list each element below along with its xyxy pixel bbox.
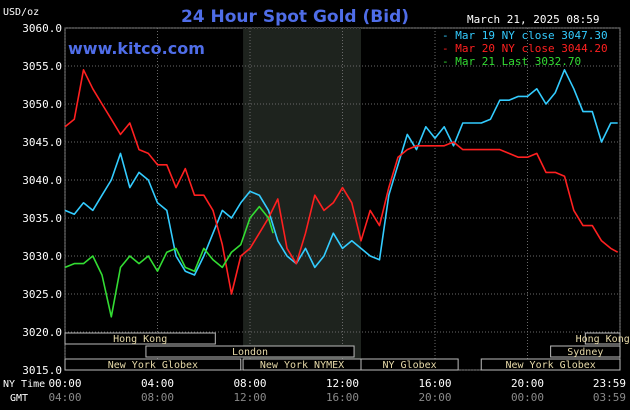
y-tick-label: 3015.0 [22,364,62,377]
x-tick-label-ny: 08:00 [233,377,266,390]
session-label: New York NYMEX [260,360,344,371]
y-tick-label: 3035.0 [22,212,62,225]
x-axis-ticks: 00:00 04:00 08:00 12:00 16:00 20:00 23:5904:00… [48,377,626,404]
y-tick-label: 3060.0 [22,22,62,35]
x-tick-label-ny: 04:00 [141,377,174,390]
session-label: Sydney [567,347,603,358]
y-axis-unit-label: USD/oz [3,7,39,18]
series-line-1 [64,69,618,276]
chart-timestamp: March 21, 2025 08:59 [467,13,599,26]
session-label: New York Globex [108,360,198,371]
nymex-session-band [243,28,361,370]
session-box [64,332,216,345]
y-tick-label: 3020.0 [22,326,62,339]
session-label: NY Globex [382,360,436,371]
session-box [550,345,621,358]
session-label: Hong Kong [113,334,167,345]
x-tick-label-ny: 00:00 [48,377,81,390]
y-tick-label: 3030.0 [22,250,62,263]
legend-entry: - Mar 21 Last 3032.70 [442,55,581,68]
y-axis-ticks: 3060.0 3055.0 3050.0 3045.0 3040.0 3035.0 3030… [22,22,62,377]
y-tick-label: 3025.0 [22,288,62,301]
x-axis-gmt-label: GMT [10,393,28,404]
session-box [360,358,459,371]
site-watermark: www.kitco.com [68,39,205,58]
x-tick-label-ny: 16:00 [418,377,451,390]
trading-sessions: Hong Kong Hong Kong London Sydney New York G… [64,332,630,371]
chart-title: 24 Hour Spot Gold (Bid) [181,7,409,27]
legend-entry: - Mar 20 NY close 3044.20 [442,42,608,55]
session-box [584,332,621,345]
x-tick-label-ny: 23:59 [593,377,626,390]
session-box [64,358,242,371]
session-label: New York Globex [505,360,595,371]
x-tick-label-gmt: 08:00 [141,391,174,404]
session-box [145,345,355,358]
x-tick-label-gmt: 00:00 [511,391,544,404]
series-lines [64,69,619,318]
x-tick-label-ny: 20:00 [511,377,544,390]
legend: - Mar 19 NY close 3047.30- Mar 20 NY clo… [442,29,608,68]
y-tick-label: 3055.0 [22,60,62,73]
session-label: Hong Kong [576,334,630,345]
x-axis-ny-label: NY Time [3,379,45,390]
x-tick-label-ny: 12:00 [326,377,359,390]
y-tick-label: 3045.0 [22,136,62,149]
y-tick-label: 3040.0 [22,174,62,187]
series-line-3 [64,205,274,318]
legend-entry: - Mar 19 NY close 3047.30 [442,29,608,42]
session-label: London [232,347,268,358]
series-line-2 [64,69,619,295]
x-tick-label-gmt: 12:00 [233,391,266,404]
y-tick-label: 3050.0 [22,98,62,111]
x-tick-label-gmt: 20:00 [418,391,451,404]
x-tick-label-gmt: 03:59 [593,391,626,404]
x-tick-label-gmt: 04:00 [48,391,81,404]
x-tick-label-gmt: 16:00 [326,391,359,404]
session-box [480,358,621,371]
